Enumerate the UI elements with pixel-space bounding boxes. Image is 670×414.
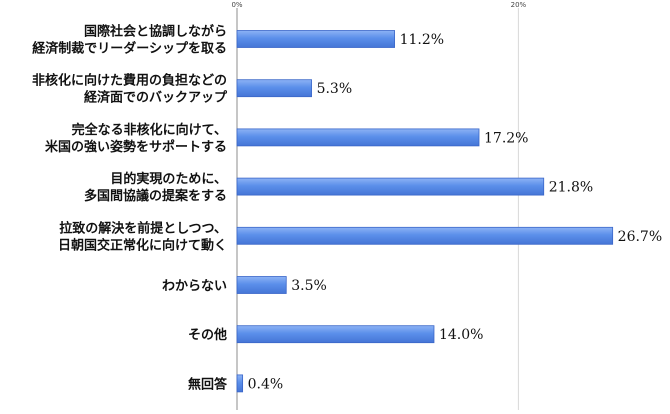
category-label-7-line-0: 無回答 bbox=[188, 376, 228, 392]
bar-5 bbox=[236, 276, 287, 294]
value-label-1: 5.3% bbox=[317, 81, 353, 97]
bar-6 bbox=[236, 325, 435, 344]
tick-label-20: 20% bbox=[511, 1, 527, 9]
category-label-6-line-0: その他 bbox=[188, 327, 227, 343]
bars bbox=[236, 30, 614, 393]
category-label-3-line-0: 目的実現のために、 bbox=[110, 171, 227, 187]
category-label-4-line-0: 拉致の解決を前提としつつ、 bbox=[59, 220, 227, 236]
value-label-7: 0.4% bbox=[248, 376, 284, 392]
bar-7 bbox=[236, 374, 244, 393]
value-label-4: 26.7% bbox=[618, 229, 662, 245]
value-label-5: 3.5% bbox=[291, 278, 327, 294]
category-label-2-line-0: 完全なる非核化に向けて、 bbox=[72, 122, 227, 138]
category-label-3-line-1: 多国間協議の提案をする bbox=[84, 188, 227, 204]
bar-1 bbox=[236, 79, 312, 98]
category-label-2-line-1: 米国の強い姿勢をサポートする bbox=[45, 139, 227, 155]
category-label-0-line-0: 国際社会と協調しながら bbox=[84, 24, 227, 40]
bar-3 bbox=[236, 177, 545, 196]
category-label-1-line-0: 非核化に向けた費用の負担などの bbox=[32, 73, 227, 89]
category-label-5-line-0: わからない bbox=[162, 279, 227, 294]
grid-lines bbox=[236, 8, 519, 410]
bar-4 bbox=[236, 226, 614, 245]
bar-0 bbox=[236, 30, 395, 48]
category-label-4-line-1: 日朝国交正常化に向けて動く bbox=[58, 237, 227, 253]
category-label-0-line-1: 経済制裁でリーダーシップを取る bbox=[32, 41, 227, 57]
bar-2 bbox=[236, 128, 480, 147]
tick-label-0: 0% bbox=[231, 1, 242, 9]
value-label-3: 21.8% bbox=[549, 180, 593, 196]
value-label-0: 11.2% bbox=[400, 32, 444, 48]
value-label-2: 17.2% bbox=[484, 130, 528, 146]
value-label-6: 14.0% bbox=[439, 327, 483, 343]
category-label-1-line-1: 経済面でのバックアップ bbox=[84, 90, 228, 106]
